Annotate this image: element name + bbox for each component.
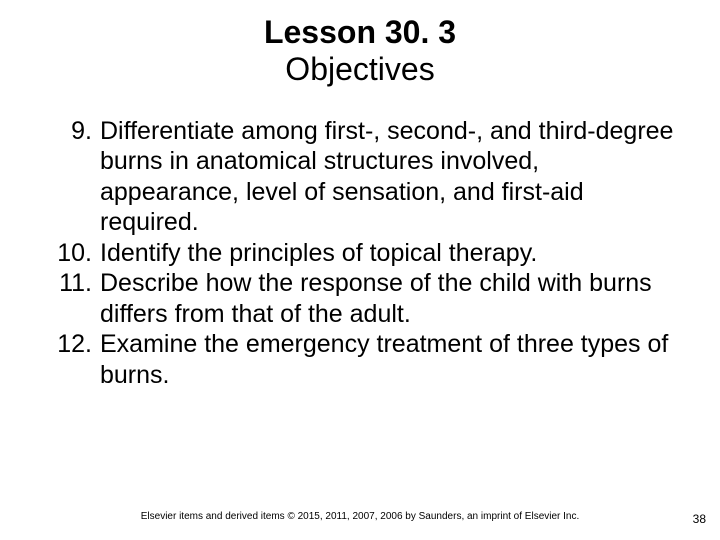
title-line1: Lesson 30. 3 [0,14,720,51]
list-item: Differentiate among first-, second-, and… [46,116,674,238]
objective-text: Describe how the response of the child w… [100,269,652,328]
list-item: Examine the emergency treatment of three… [46,329,674,390]
objectives-list: Differentiate among first-, second-, and… [46,116,674,391]
body: Differentiate among first-, second-, and… [0,88,720,391]
title-line2: Objectives [0,51,720,88]
list-item: Identify the principles of topical thera… [46,238,674,269]
list-item: Describe how the response of the child w… [46,268,674,329]
objective-text: Identify the principles of topical thera… [100,239,537,267]
footer-copyright: Elsevier items and derived items © 2015,… [0,511,720,522]
title-block: Lesson 30. 3 Objectives [0,0,720,88]
objective-text: Differentiate among first-, second-, and… [100,117,673,237]
slide: Lesson 30. 3 Objectives Differentiate am… [0,0,720,540]
objective-text: Examine the emergency treatment of three… [100,330,668,389]
page-number: 38 [693,512,706,526]
